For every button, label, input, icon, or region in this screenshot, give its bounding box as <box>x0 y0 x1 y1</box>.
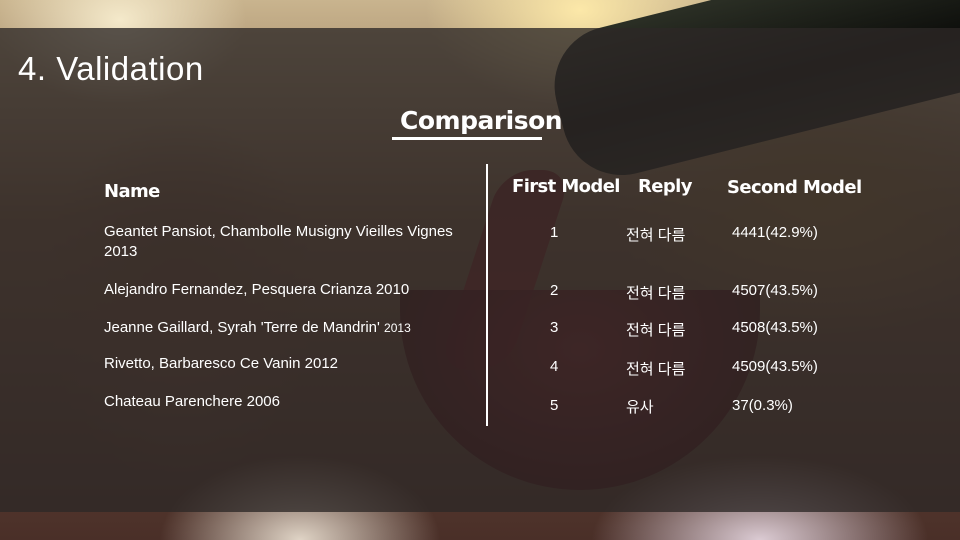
table-divider <box>486 164 488 426</box>
row-5-name: Chateau Parenchere 2006 <box>104 393 280 410</box>
row-4-first-model: 4 <box>550 358 559 375</box>
slide-subtitle: Comparison <box>400 106 563 135</box>
row-3-name-text: Jeanne Gaillard, Syrah 'Terre de Mandrin… <box>104 319 380 336</box>
row-1-name: Geantet Pansiot, Chambolle Musigny Vieil… <box>104 223 453 260</box>
row-1-reply: 전혀 다름 <box>626 227 686 244</box>
row-5-second-model: 37(0.3%) <box>732 397 793 414</box>
row-1-second-model: 4441(42.9%) <box>732 224 818 241</box>
row-3-first-model: 3 <box>550 319 559 336</box>
header-first-model: First Model <box>512 176 620 197</box>
slide-title: 4. Validation <box>18 50 204 87</box>
row-4-second-model: 4509(43.5%) <box>732 358 818 375</box>
row-2-second-model: 4507(43.5%) <box>732 282 818 299</box>
header-reply: Reply <box>638 176 692 197</box>
row-2-name: Alejandro Fernandez, Pesquera Crianza 20… <box>104 281 410 298</box>
row-2-first-model: 2 <box>550 282 559 299</box>
row-3-name: Jeanne Gaillard, Syrah 'Terre de Mandrin… <box>104 318 474 338</box>
row-4-reply: 전혀 다름 <box>626 361 686 378</box>
row-5-reply: 유사 <box>626 399 654 416</box>
row-2-reply: 전혀 다름 <box>626 285 686 302</box>
header-name: Name <box>104 181 160 202</box>
row-3-second-model: 4508(43.5%) <box>732 319 818 336</box>
row-4-name: Rivetto, Barbaresco Ce Vanin 2012 <box>104 355 339 372</box>
dark-overlay <box>0 28 960 512</box>
row-3-reply: 전혀 다름 <box>626 322 686 339</box>
row-1-first-model: 1 <box>550 224 559 241</box>
row-5-first-model: 5 <box>550 397 559 414</box>
row-3-name-year: 2013 <box>384 321 411 335</box>
subtitle-underline <box>392 137 542 140</box>
header-second-model: Second Model <box>727 177 862 198</box>
